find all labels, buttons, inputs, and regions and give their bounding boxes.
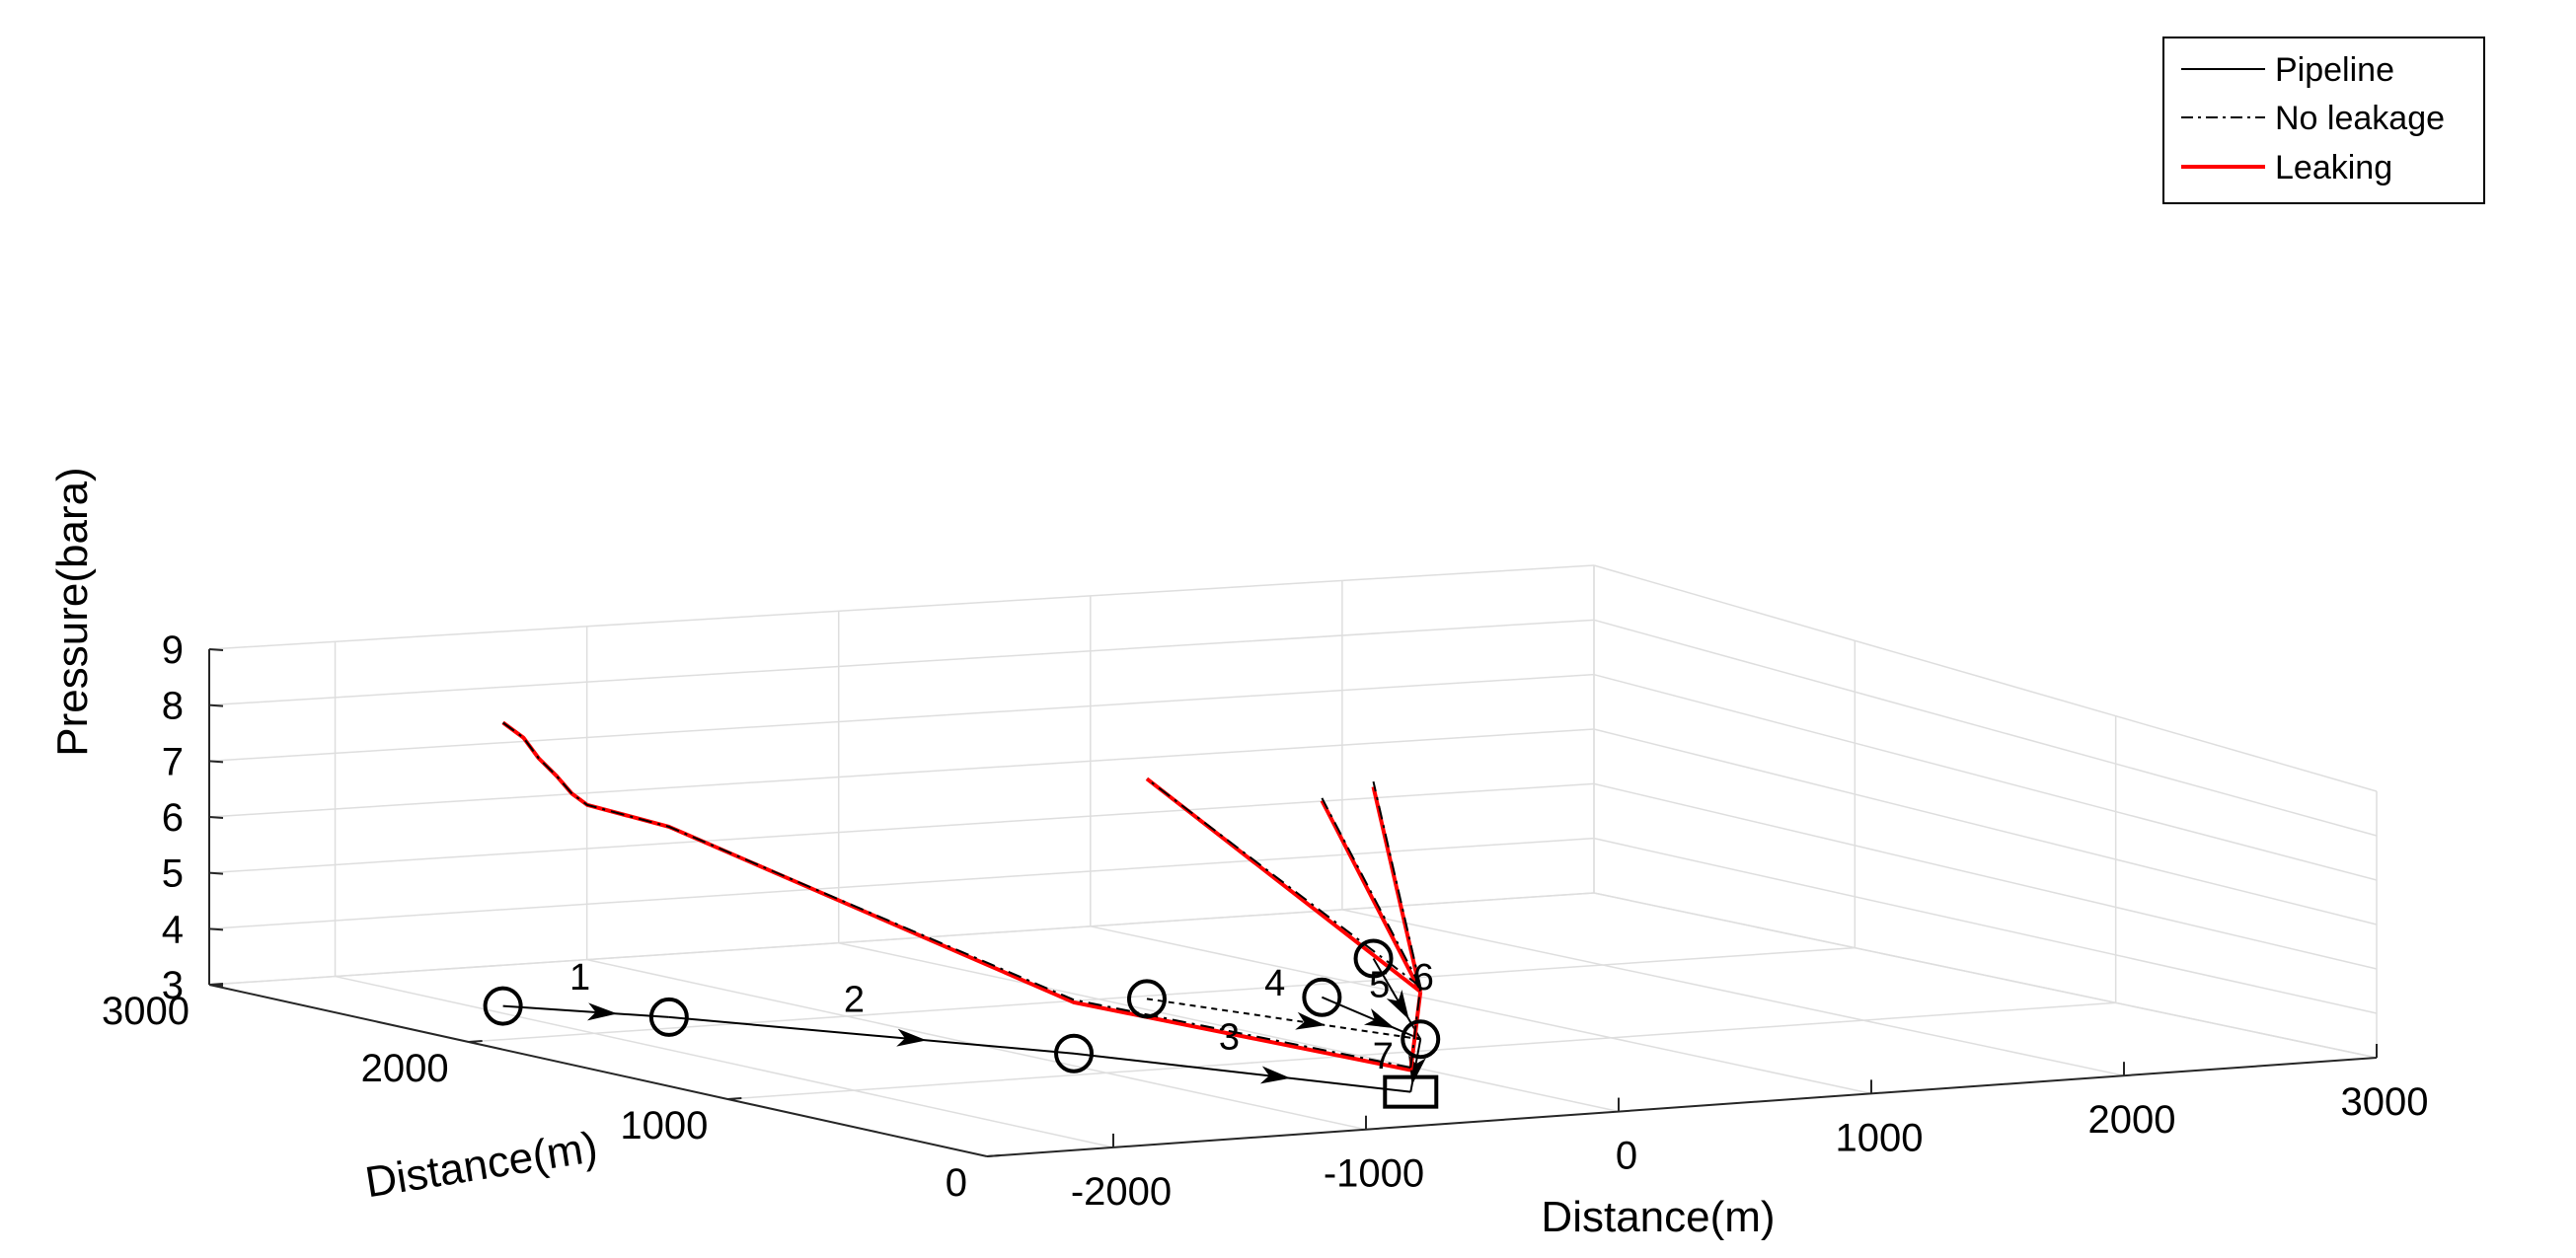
grid-floor-y-2 <box>468 946 1856 1043</box>
legend-entry-no-leakage: No leakage <box>2275 100 2445 137</box>
series-no-leakage-branch-2 <box>1146 777 1421 988</box>
z-tick-label-4: 7 <box>162 740 184 783</box>
pipeline-segment-1 <box>502 1004 669 1018</box>
series-leaking-branch-3 <box>1320 799 1422 994</box>
z-tick-mark-4 <box>208 760 224 764</box>
grid-floor-x-3 <box>1090 925 1872 1095</box>
z-tick-label-2: 5 <box>162 852 184 896</box>
y-tick-mark-2 <box>468 1040 483 1043</box>
pipeline-segment-6 <box>1372 957 1422 1040</box>
z-tick-mark-1 <box>208 927 224 931</box>
series-no-leakage-branch-4 <box>1372 780 1422 988</box>
flow-arrow-6 <box>1386 990 1409 1020</box>
tick-labels: -2000 -1000 0 1000 2000 300001000200030003456… <box>102 629 2428 1214</box>
x-tick-label-2: 0 <box>1616 1135 1637 1178</box>
grid-floor-x-2 <box>838 941 1620 1113</box>
grid-backwall-z-2 <box>208 782 1595 874</box>
node-marker-circle-n4 <box>1401 1019 1441 1060</box>
grid-sidewall-z-6 <box>1593 564 2378 792</box>
flow-arrow-4 <box>1295 1011 1326 1030</box>
z-tick-label-5: 8 <box>162 685 184 728</box>
node-marker-circle-n0 <box>483 986 523 1026</box>
y-axis-line <box>208 984 988 1157</box>
node-marker-circle-n2 <box>1054 1033 1095 1073</box>
z-tick-label-1: 4 <box>162 908 184 951</box>
legend-box <box>2162 37 2485 204</box>
flow-arrow-5 <box>1363 1008 1396 1029</box>
segment-label-7: 7 <box>1373 1036 1394 1077</box>
x-tick-label-0: -2000 <box>1071 1170 1172 1214</box>
node-marker-square-n3 <box>1383 1074 1439 1109</box>
segment-label-2: 2 <box>844 980 865 1021</box>
z-tick-mark-2 <box>208 871 224 875</box>
z-tick-mark-5 <box>208 703 224 707</box>
segment-label-4: 4 <box>1264 963 1285 1004</box>
z-tick-label-0: 3 <box>162 964 184 1007</box>
pipeline-nodes <box>483 938 1441 1109</box>
y-tick-mark-1 <box>727 1097 742 1100</box>
z-axis-label: Pressure(bara) <box>48 467 97 756</box>
grid-backwall-z-4 <box>208 673 1595 763</box>
z-tick-mark-3 <box>208 816 224 819</box>
series-leaking-branch-0 <box>501 720 1411 1073</box>
grid-floor-x-0 <box>335 975 1114 1148</box>
y-tick-label-0: 0 <box>946 1161 967 1205</box>
node-marker-circle-n6 <box>1302 977 1342 1017</box>
grid-sidewall-z-5 <box>1593 619 2378 837</box>
grid-floor-x-4 <box>1341 909 2125 1076</box>
grid-backwall-z-5 <box>208 619 1595 706</box>
grid-sidewall-z-3 <box>1593 728 2378 925</box>
x-tick-label-3: 1000 <box>1836 1116 1924 1159</box>
legend-entry-leaking: Leaking <box>2275 149 2392 186</box>
grid-sidewall-z-0 <box>1593 892 2378 1059</box>
z-tick-mark-0 <box>208 984 224 987</box>
x-tick-label-4: 2000 <box>2088 1098 2176 1142</box>
grid-backwall-z-0 <box>208 892 1595 986</box>
x-tick-label-1: -1000 <box>1324 1152 1424 1196</box>
node-marker-circle-n5 <box>1126 979 1167 1019</box>
z-tick-mark-6 <box>208 648 224 651</box>
grid-sidewall-z-2 <box>1593 782 2378 970</box>
series-leaking-branch-2 <box>1145 777 1422 994</box>
axes-box <box>208 648 2378 1157</box>
legend-entry-pipeline: Pipeline <box>2275 51 2394 89</box>
grid-sidewall-z-1 <box>1593 837 2378 1014</box>
x-axis-line <box>986 1057 2378 1157</box>
z-tick-label-3: 6 <box>162 796 184 840</box>
series-leaking-branch-4 <box>1371 785 1423 993</box>
legend: Pipeline No leakage Leaking <box>2162 37 2485 204</box>
segment-label-6: 6 <box>1413 957 1434 999</box>
segment-label-1: 1 <box>569 957 590 999</box>
flow-arrow-3 <box>1259 1066 1291 1084</box>
y-tick-mark-0 <box>986 1154 1002 1157</box>
x-axis-label: Distance(m) <box>1541 1193 1775 1241</box>
pressure-series <box>501 720 1423 1073</box>
grid-backwall-z-1 <box>208 837 1595 930</box>
grid-sidewall-z-4 <box>1593 673 2378 881</box>
flow-arrow-1 <box>586 1002 618 1021</box>
segment-label-3: 3 <box>1219 1016 1240 1058</box>
grid <box>208 564 2378 1157</box>
pipeline-segment-4 <box>1146 998 1421 1041</box>
pipeline-segment-3 <box>1073 1052 1411 1093</box>
pipeline-segment-2 <box>668 1015 1075 1055</box>
pipeline-network <box>502 957 1426 1093</box>
node-marker-circle-n1 <box>648 997 689 1037</box>
y-tick-label-1: 1000 <box>620 1104 708 1147</box>
flow-arrow-2 <box>896 1028 927 1047</box>
node-marker-circle-n7 <box>1353 938 1394 979</box>
y-tick-label-2: 2000 <box>361 1047 449 1090</box>
segment-labels: 1 2 34 5 67 <box>569 957 1434 1077</box>
grid-backwall-z-3 <box>208 728 1595 818</box>
grid-floor-y-1 <box>727 1001 2116 1100</box>
grid-backwall-z-6 <box>208 564 1595 650</box>
y-tick-label-3: 3000 <box>102 990 189 1033</box>
z-tick-label-6: 9 <box>162 629 184 672</box>
x-tick-label-5: 3000 <box>2341 1080 2429 1124</box>
series-no-leakage-branch-3 <box>1321 797 1422 988</box>
segment-label-5: 5 <box>1369 965 1390 1006</box>
series-no-leakage-branch-0 <box>502 721 1411 1069</box>
y-axis-label: Distance(m) <box>362 1123 601 1207</box>
